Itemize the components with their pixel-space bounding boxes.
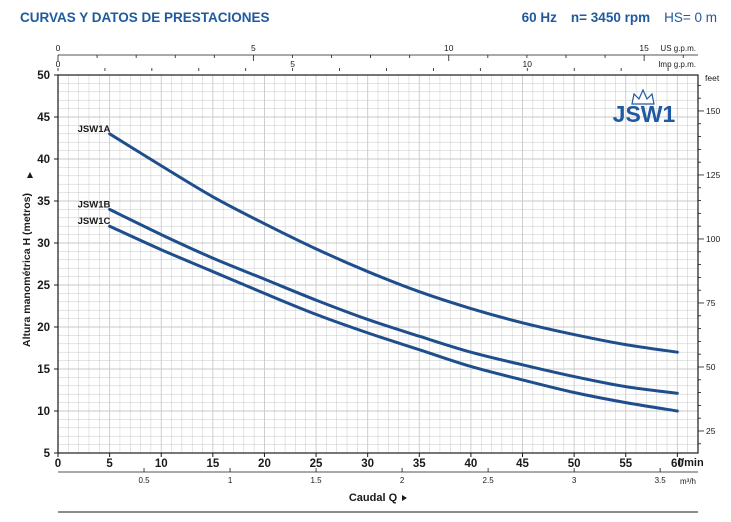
m3h-tick-label: 3.5 xyxy=(655,476,667,485)
y-axis-title: Altura manométrica H (metros) xyxy=(21,193,33,347)
series-label: JSW1C xyxy=(78,216,111,227)
x-tick-label: 20 xyxy=(258,458,271,470)
chart-header-title: CURVAS Y DATOS DE PRESTACIONES xyxy=(20,10,270,25)
feet-unit-label: feet xyxy=(705,73,720,83)
x-tick-label: 25 xyxy=(310,458,323,470)
crown-icon xyxy=(631,88,655,105)
y-tick-label: 30 xyxy=(37,238,50,250)
us-gpm-tick-label: 0 xyxy=(56,43,61,53)
y-tick-label: 45 xyxy=(37,112,50,124)
imp-gpm-tick-label: 5 xyxy=(290,59,295,69)
chart-header-specs: 60 Hz n= 3450 rpm HS= 0 m xyxy=(522,10,717,25)
plot-frame xyxy=(57,74,699,454)
x-tick-label: 30 xyxy=(361,458,374,470)
x-tick-label: 10 xyxy=(155,458,168,470)
x-tick-label: 5 xyxy=(106,458,113,470)
m3h-tick-label: 2 xyxy=(400,476,405,485)
chart-grid xyxy=(57,74,699,454)
y-tick-label: 35 xyxy=(37,196,50,208)
chart-axes xyxy=(27,54,704,513)
feet-tick-label: 100 xyxy=(706,234,720,244)
x-tick-label: 45 xyxy=(516,458,529,470)
x-tick-label: 40 xyxy=(465,458,478,470)
y-tick-label: 50 xyxy=(37,70,50,82)
feet-tick-label: 125 xyxy=(706,170,720,180)
feet-tick-label: 25 xyxy=(706,426,716,436)
x-axis-title-arrow xyxy=(402,495,407,501)
feet-tick-label: 150 xyxy=(706,106,720,116)
m3h-unit-label: m³/h xyxy=(680,477,696,486)
y-tick-label: 10 xyxy=(37,406,50,418)
chart-curves xyxy=(108,132,679,413)
frequency-label: 60 Hz xyxy=(521,10,557,25)
y-tick-label: 40 xyxy=(37,154,50,166)
suction-height-label: HS= 0 m xyxy=(664,10,717,25)
brand-logo: JSW1 xyxy=(613,101,676,127)
m3h-tick-label: 0.5 xyxy=(138,476,150,485)
y-axis-title-arrow xyxy=(27,172,33,178)
x-tick-label: 55 xyxy=(619,458,632,470)
us-gpm-unit-label: US g.p.m. xyxy=(660,44,696,53)
m3h-tick-label: 1.5 xyxy=(311,476,323,485)
imp-gpm-tick-label: 10 xyxy=(523,59,533,69)
us-gpm-tick-label: 15 xyxy=(639,43,649,53)
x-unit-label: l/min xyxy=(678,457,704,469)
x-tick-label: 60 xyxy=(671,458,684,470)
y-tick-label: 5 xyxy=(44,448,51,460)
x-tick-label: 15 xyxy=(206,458,219,470)
m3h-tick-label: 1 xyxy=(228,476,233,485)
speed-label: n= 3450 rpm xyxy=(570,10,651,25)
series-label: JSW1A xyxy=(78,124,111,135)
us-gpm-tick-label: 10 xyxy=(444,43,454,53)
y-tick-label: 25 xyxy=(37,280,50,292)
m3h-tick-label: 2.5 xyxy=(483,476,495,485)
us-gpm-tick-label: 5 xyxy=(251,43,256,53)
series-label: JSW1B xyxy=(78,199,111,210)
curve-jsw1b xyxy=(108,207,679,395)
y-tick-label: 20 xyxy=(37,322,50,334)
x-tick-label: 35 xyxy=(413,458,426,470)
feet-tick-label: 75 xyxy=(706,298,716,308)
curve-jsw1a xyxy=(108,132,679,354)
imp-gpm-tick-label: 0 xyxy=(56,59,61,69)
imp-gpm-unit-label: Imp g.p.m. xyxy=(658,60,696,69)
x-axis-title: Caudal Q xyxy=(349,492,398,504)
m3h-tick-label: 3 xyxy=(572,476,577,485)
x-tick-label: 50 xyxy=(568,458,581,470)
feet-tick-label: 50 xyxy=(706,362,716,372)
curve-jsw1c xyxy=(108,224,679,413)
y-tick-label: 15 xyxy=(37,364,50,376)
x-tick-label: 0 xyxy=(55,458,61,470)
